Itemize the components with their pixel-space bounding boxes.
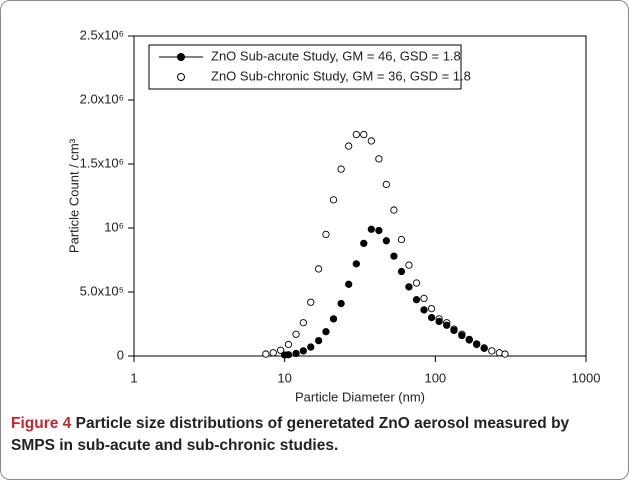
y-tick-label: 1.5x10⁶ — [80, 155, 124, 170]
data-point — [329, 315, 338, 323]
data-point — [367, 137, 375, 145]
chart: Particle Diameter (nm) Particle Count / … — [66, 27, 601, 404]
data-point — [382, 237, 390, 245]
data-point — [307, 298, 315, 306]
data-point — [397, 267, 406, 276]
data-point — [488, 347, 496, 355]
data-point — [450, 326, 458, 335]
data-point — [269, 349, 277, 357]
caption-text: Particle size distributions of generetat… — [11, 415, 570, 454]
data-point — [382, 180, 390, 189]
data-point — [420, 306, 428, 314]
y-axis-label: Particle Count / cm³ — [66, 138, 81, 253]
data-point — [314, 265, 323, 273]
data-point — [299, 347, 307, 355]
data-point — [352, 260, 360, 268]
data-point — [307, 343, 315, 351]
data-point — [360, 130, 368, 139]
data-point — [284, 340, 293, 349]
data-point — [375, 226, 383, 235]
y-tick-label: 2.0x10⁶ — [80, 91, 124, 106]
data-point — [390, 206, 398, 214]
legend-box — [148, 44, 462, 90]
data-point — [412, 296, 421, 304]
legend-marker — [177, 73, 185, 81]
data-point — [390, 252, 398, 260]
data-point — [284, 351, 293, 359]
x-tick-label: 10 — [277, 370, 291, 385]
data-point — [412, 279, 421, 287]
data-point — [427, 313, 436, 322]
data-point — [405, 261, 413, 269]
data-point — [360, 239, 368, 248]
x-axis-label: Particle Diameter (nm) — [295, 389, 425, 404]
y-tick-label: 10⁶ — [104, 219, 124, 234]
caption: Figure 4 Particle size distributions of … — [11, 413, 616, 457]
data-point — [501, 350, 509, 358]
data-point — [397, 235, 406, 244]
plot-frame — [133, 35, 587, 357]
caption-label: Figure 4 — [11, 415, 72, 432]
data-point — [262, 350, 270, 358]
data-point — [322, 328, 330, 336]
data-point — [345, 142, 353, 150]
data-point — [352, 130, 360, 139]
data-point — [427, 304, 436, 313]
y-tick-label: 0 — [117, 347, 124, 362]
y-tick-label: 2.5x10⁶ — [80, 27, 124, 42]
data-point — [345, 280, 353, 288]
data-point — [420, 294, 428, 303]
data-point — [375, 155, 383, 163]
legend-marker — [177, 53, 185, 61]
data-point — [337, 165, 345, 173]
legend-label: ZnO Sub-acute Study, GM = 46, GSD = 1.8 — [211, 48, 461, 63]
y-tick-label: 5.0x10⁵ — [80, 283, 124, 298]
data-point — [337, 299, 345, 308]
data-point — [472, 340, 481, 349]
data-point — [276, 346, 285, 354]
x-tick-label: 100 — [424, 370, 446, 385]
x-tick-label: 1000 — [572, 370, 601, 385]
data-point — [435, 317, 443, 326]
data-point — [405, 283, 413, 291]
data-point — [299, 319, 307, 327]
data-point — [465, 336, 473, 344]
data-point — [443, 321, 451, 329]
data-point — [292, 330, 300, 338]
data-point — [322, 230, 330, 239]
data-point — [292, 349, 300, 358]
data-point — [329, 196, 338, 204]
x-tick-label: 1 — [130, 370, 137, 385]
data-point — [458, 331, 466, 340]
data-point — [367, 225, 375, 233]
data-point — [314, 336, 323, 345]
legend-label: ZnO Sub-chronic Study, GM = 36, GSD = 1.… — [211, 68, 471, 83]
data-point — [480, 344, 488, 352]
